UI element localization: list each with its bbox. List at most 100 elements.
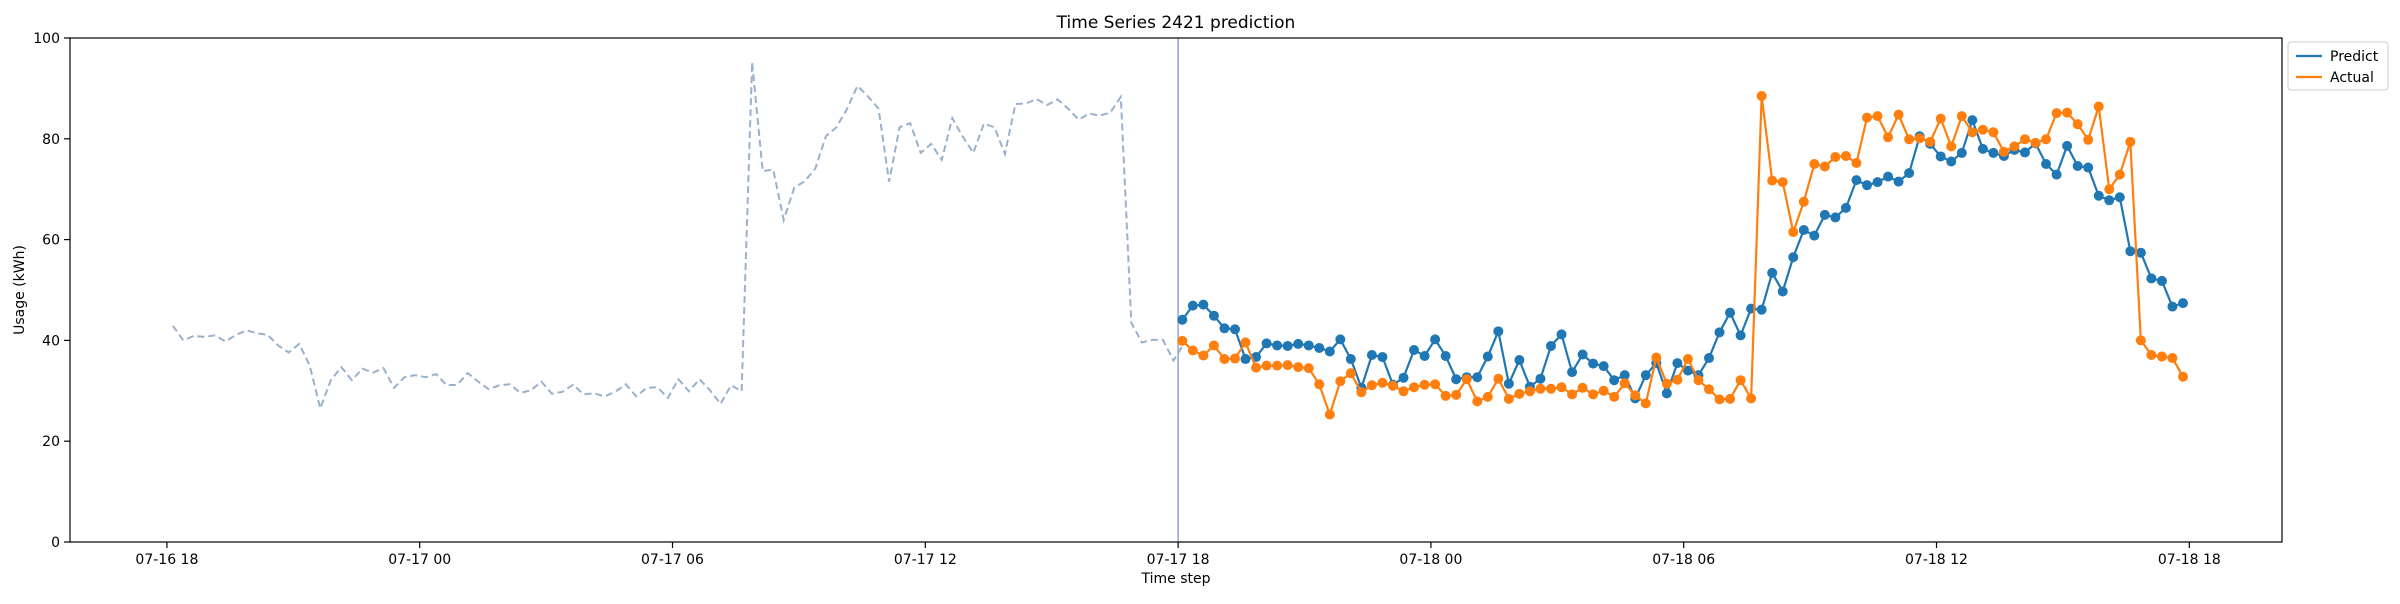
actual-point <box>1514 388 1525 399</box>
axes: 0 20 40 60 80 100 07-16 18 07-17 00 07-17 06 07-1… <box>33 31 2283 568</box>
actual-point <box>1893 109 1904 120</box>
predict-point <box>1482 351 1493 362</box>
actual-point <box>1187 345 1198 356</box>
chart-title: Time Series 2421 prediction <box>1056 13 1296 33</box>
predict-point <box>1314 342 1325 353</box>
predict-point <box>1472 372 1483 383</box>
actual-point <box>1493 373 1504 384</box>
predict-point <box>1272 340 1283 351</box>
actual-point <box>2062 107 2073 118</box>
y-tick-label: 100 <box>33 31 60 47</box>
predict-point <box>1661 388 1672 399</box>
actual-point <box>1261 360 1272 371</box>
predict-point <box>1293 338 1304 349</box>
predict-point <box>2062 140 2073 151</box>
actual-point <box>1345 368 1356 379</box>
actual-point <box>1809 159 1820 169</box>
actual-point <box>1303 363 1314 374</box>
predict-point <box>1777 286 1788 297</box>
predict-point <box>2041 159 2052 169</box>
series-actual <box>1177 90 2188 420</box>
actual-point <box>1440 390 1451 401</box>
predict-point <box>2051 169 2062 180</box>
predict-point <box>1335 334 1346 345</box>
actual-point <box>1693 375 1704 386</box>
predict-point <box>1598 361 1609 372</box>
plot-area <box>171 38 2188 542</box>
predict-point <box>1514 355 1525 366</box>
predict-point <box>2146 273 2157 284</box>
actual-point <box>1630 390 1641 401</box>
actual-point <box>2051 108 2062 119</box>
actual-point <box>1998 146 2009 157</box>
predict-point <box>2125 246 2136 257</box>
actual-point <box>1988 127 1999 138</box>
actual-point <box>1472 396 1483 407</box>
predict-point <box>1303 340 1314 351</box>
actual-point <box>1935 113 1946 124</box>
predict-point <box>1872 177 1883 188</box>
predict-point <box>1345 354 1356 365</box>
actual-point <box>1651 352 1662 363</box>
actual-point <box>1366 380 1377 391</box>
predict-point <box>1956 147 1967 158</box>
actual-point <box>1503 393 1514 404</box>
y-tick-label: 80 <box>42 132 60 148</box>
actual-point <box>1293 362 1304 373</box>
predict-point <box>1398 372 1409 383</box>
actual-point <box>1377 377 1388 388</box>
y-axis-label: Usage (kWh) <box>12 245 28 335</box>
actual-point <box>1798 196 1809 207</box>
actual-point <box>1251 362 1262 373</box>
predict-point <box>1493 326 1504 337</box>
predict-point <box>1440 351 1451 362</box>
predict-point <box>1851 175 1862 186</box>
predict-point <box>1609 375 1620 386</box>
predict-point <box>2114 192 2125 203</box>
actual-point <box>1556 382 1567 393</box>
actual-point <box>2125 136 2136 147</box>
x-tick-label: 07-18 00 <box>1399 552 1462 568</box>
actual-point <box>1872 111 1883 122</box>
actual-point <box>1956 111 1967 122</box>
actual-point <box>1240 337 1251 348</box>
actual-point <box>1977 124 1988 135</box>
predict-point <box>1219 323 1230 334</box>
predict-point <box>1567 367 1578 378</box>
actual-point <box>2135 335 2146 346</box>
actual-point <box>1830 151 1841 162</box>
actual-point <box>1598 385 1609 396</box>
actual-point <box>1735 375 1746 386</box>
predict-point <box>1619 370 1630 381</box>
actual-point <box>2041 134 2052 145</box>
actual-point <box>1451 389 1462 400</box>
predict-point <box>1240 354 1251 365</box>
predict-point <box>1282 340 1293 351</box>
actual-point <box>1725 393 1736 404</box>
actual-point <box>1535 383 1546 394</box>
predict-point <box>1198 299 1209 310</box>
actual-point <box>1324 409 1335 420</box>
actual-point <box>1767 175 1778 186</box>
actual-point <box>1208 340 1219 351</box>
actual-point <box>1219 354 1230 365</box>
actual-point <box>1672 374 1683 385</box>
predict-point <box>1714 327 1725 338</box>
x-tick-label: 07-17 00 <box>388 552 451 568</box>
predict-point <box>1893 176 1904 187</box>
x-tick-label: 07-18 06 <box>1652 552 1715 568</box>
actual-point <box>1904 134 1915 145</box>
predict-point <box>1672 358 1683 369</box>
actual-point <box>2072 119 2083 130</box>
actual-point <box>1409 382 1420 393</box>
y-tick-label: 20 <box>42 434 60 450</box>
legend[interactable]: Predict Actual <box>2287 41 2389 91</box>
predict-point <box>1788 252 1799 263</box>
actual-point <box>1819 161 1830 172</box>
plot-frame <box>69 37 2283 543</box>
actual-point <box>2083 134 2094 145</box>
predict-point <box>2177 298 2188 309</box>
predict-point <box>1261 338 1272 349</box>
